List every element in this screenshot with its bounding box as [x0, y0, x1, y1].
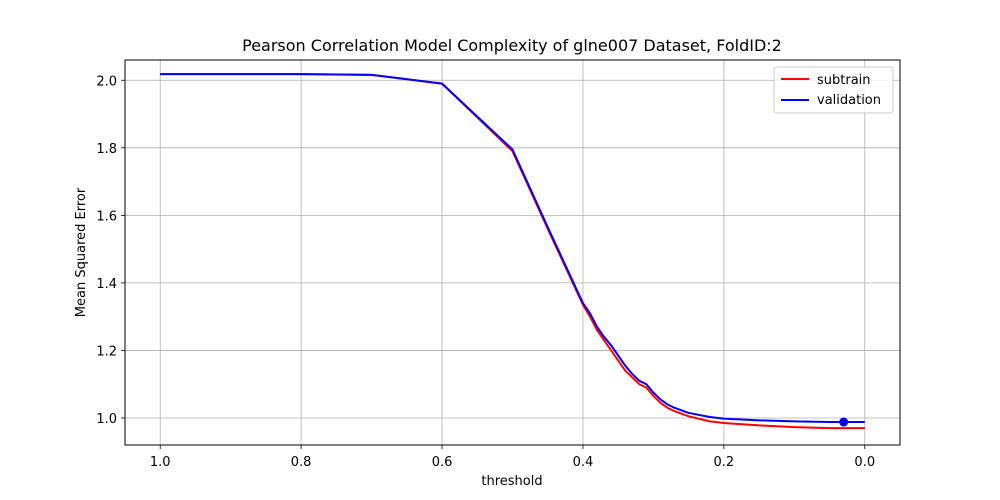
x-tick-label: 0.4	[573, 455, 594, 470]
best-threshold-marker	[839, 417, 849, 427]
x-tick-label: 1.0	[150, 455, 171, 470]
legend: subtrain validation	[773, 66, 894, 114]
y-tick-label: 1.0	[96, 412, 117, 427]
grid-lines	[125, 60, 900, 445]
x-tick-label: 0.6	[432, 455, 453, 470]
chart-title: Pearson Correlation Model Complexity of …	[242, 36, 782, 55]
y-tick-label: 1.8	[96, 142, 117, 157]
y-tick-label: 1.2	[96, 344, 117, 359]
y-axis-ticks: 1.0 1.2 1.4 1.6 1.8 2.0	[96, 74, 125, 427]
x-axis-label: threshold	[481, 474, 542, 489]
series-lines	[160, 73, 865, 430]
y-tick-label: 1.6	[96, 209, 117, 224]
x-axis-ticks: 1.0 0.8 0.6 0.4 0.2 0.0	[150, 445, 875, 470]
y-tick-label: 2.0	[96, 74, 117, 89]
x-tick-label: 0.8	[291, 455, 312, 470]
y-axis-label: Mean Squared Error	[74, 187, 89, 317]
y-tick-label: 1.4	[96, 277, 117, 292]
x-tick-label: 0.2	[714, 455, 735, 470]
marker-layer	[839, 417, 849, 427]
plot-area-frame	[124, 59, 901, 446]
series-line-validation	[160, 73, 865, 424]
legend-label-validation: validation	[817, 93, 881, 108]
x-tick-label: 0.0	[854, 455, 875, 470]
legend-label-subtrain: subtrain	[817, 73, 871, 88]
